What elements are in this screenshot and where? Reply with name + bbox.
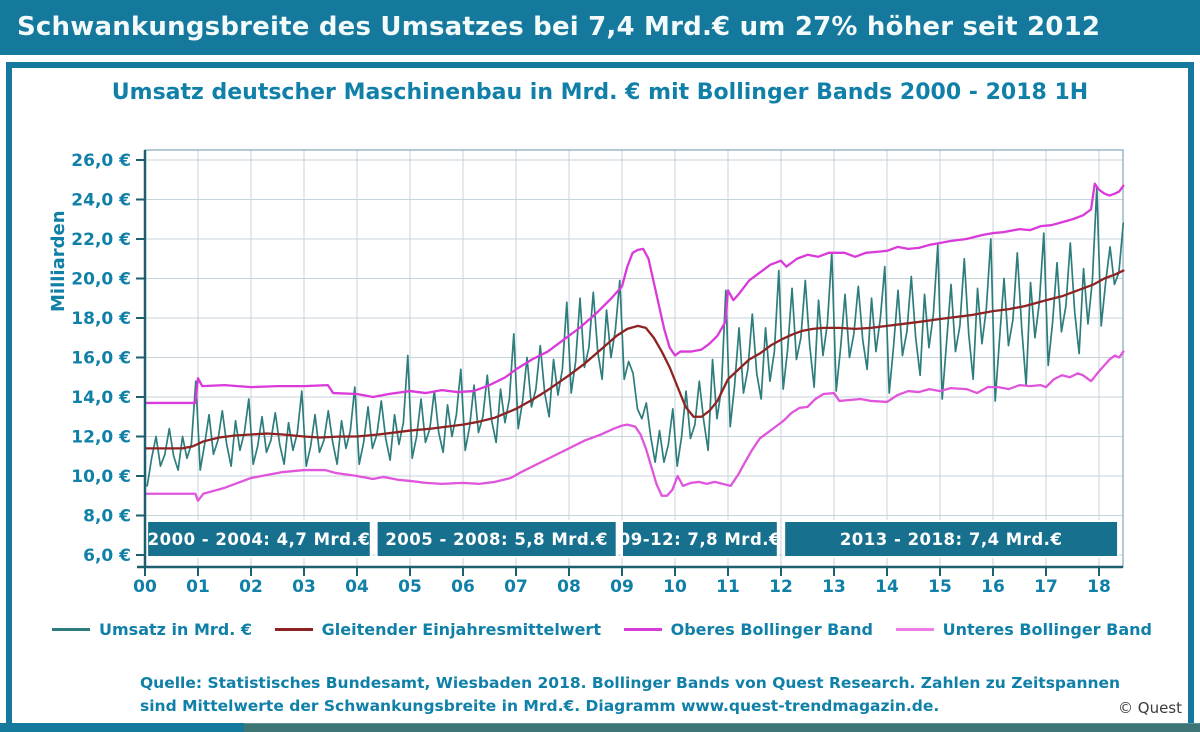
bottom-bar-right <box>244 723 1200 732</box>
legend-item-oberes-band: Oberes Bollinger Band <box>623 620 873 639</box>
legend-item-umsatz: Umsatz in Mrd. € <box>52 620 252 639</box>
legend-item-unteres-band: Unteres Bollinger Band <box>895 620 1152 639</box>
legend-item-mittelwert: Gleitender Einjahresmittelwert <box>274 620 601 639</box>
legend-label-unteres-band: Unteres Bollinger Band <box>942 620 1152 639</box>
legend-label-umsatz: Umsatz in Mrd. € <box>99 620 253 639</box>
copyright: © Quest <box>1118 699 1183 717</box>
source-note-line1: Quelle: Statistisches Bundesamt, Wiesbad… <box>140 674 1121 692</box>
header-bar: Schwankungsbreite des Umsatzes bei 7,4 M… <box>0 0 1200 55</box>
legend-label-oberes-band: Oberes Bollinger Band <box>670 620 873 639</box>
unteres-band-line-sample-icon <box>895 628 934 631</box>
header-title: Schwankungsbreite des Umsatzes bei 7,4 M… <box>17 12 1101 42</box>
umsatz-line-sample-icon <box>52 628 90 631</box>
legend-label-mittelwert: Gleitender Einjahresmittelwert <box>321 620 601 639</box>
source-note-line2: sind Mittelwerte der Schwankungsbreite i… <box>140 697 940 715</box>
bottom-bar-left <box>0 723 244 732</box>
legend: Umsatz in Mrd. € Gleitender Einjahresmit… <box>52 620 1152 639</box>
chart-title: Umsatz deutscher Maschinenbau in Mrd. € … <box>111 80 1089 105</box>
mittelwert-line-sample-icon <box>274 628 313 631</box>
source-note: Quelle: Statistisches Bundesamt, Wiesbad… <box>140 672 1120 718</box>
oberes-band-line-sample-icon <box>623 628 662 631</box>
